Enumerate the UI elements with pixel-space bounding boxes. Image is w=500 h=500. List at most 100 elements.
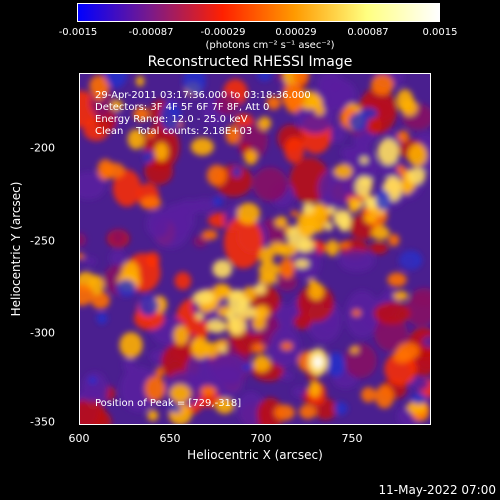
texture-blob [333,164,353,179]
texture-blob [363,214,377,223]
texture-blob [143,150,154,163]
plot-title: Reconstructed RHESSI Image [147,54,353,70]
texture-blob [123,357,136,373]
texture-blob [399,250,423,270]
texture-blob [116,279,137,297]
texture-blob [218,345,228,353]
texture-blob [297,284,334,322]
texture-blob [253,283,267,295]
texture-blob [407,167,426,185]
texture-blob [410,393,427,405]
x-axis-label: Heliocentric X (arcsec) [187,448,323,462]
texture-blob [375,189,391,211]
texture-blob [411,287,431,307]
texture-blob [421,335,431,348]
colorbar-tick: 0.0015 [422,27,458,38]
texture-blob [393,290,409,301]
info-detectors: Detectors: 3F 4F 5F 6F 7F 8F, Att 0 [95,102,270,113]
heatmap-svg [79,73,431,425]
texture-blob [144,157,173,185]
texture-blob [154,142,169,161]
texture-blob [146,251,160,268]
texture-blob [225,124,241,145]
texture-blob [299,404,317,420]
texture-blob [111,99,123,111]
texture-blob [348,197,360,213]
texture-blob [407,143,428,167]
y-axis-label: Heliocentric Y (arcsec) [9,181,23,317]
texture-blob [292,386,306,398]
texture-blob [225,310,237,322]
texture-blob [256,397,284,425]
texture-blob [150,209,190,249]
texture-blob [233,113,254,127]
texture-blob [155,367,164,378]
texture-blob [104,73,128,88]
colorbar-tick: -0.0015 [58,27,98,38]
texture-blob [371,225,390,241]
texture-blob [377,138,400,165]
texture-blob [284,136,305,164]
texture-blob [257,73,273,82]
texture-blob [266,95,281,110]
texture-blob [387,272,407,287]
texture-blob [312,355,323,369]
texture-blob [101,162,126,179]
texture-blob [338,241,351,249]
texture-blob [206,164,227,187]
texture-blob [302,238,315,252]
texture-blob [252,316,266,331]
texture-blob [239,143,252,151]
texture-blob [406,400,427,415]
y-tick-label: -200 [30,141,55,155]
texture-blob [84,256,97,266]
x-tick-label: 650 [159,432,181,445]
texture-blob [308,282,324,301]
texture-blob [254,305,270,320]
texture-blob [119,332,143,359]
texture-blob [359,177,373,186]
texture-blob [292,73,310,85]
texture-blob [232,166,242,178]
texture-blob [96,312,108,325]
texture-blob [326,352,346,378]
texture-blob [326,239,339,257]
texture-blob [190,137,214,156]
texture-blob [409,377,429,391]
texture-blob [191,336,210,360]
texture-blob [192,290,215,305]
texture-blob [215,397,235,414]
texture-blob [276,274,298,292]
x-tick-label: 600 [68,432,90,445]
texture-blob [169,384,191,403]
texture-blob [120,366,159,412]
texture-blob [147,409,159,422]
texture-blob [133,106,150,122]
texture-blob [392,349,411,364]
colorbar-tick: -0.00029 [200,27,246,38]
texture-blob [209,353,248,384]
texture-blob [314,104,325,116]
texture-blob [337,214,351,232]
texture-blob [111,230,125,245]
texture-blob [223,216,263,269]
texture-blob [229,316,246,336]
texture-blob [252,167,288,202]
texture-blob [242,363,254,371]
texture-blob [212,259,233,279]
texture-blob [168,404,182,413]
texture-blob [244,149,258,165]
info-time-range: 29-Apr-2011 03:17:36.000 to 03:18:36.000 [95,90,311,101]
texture-blob [159,102,182,132]
texture-blob [396,89,414,112]
texture-blob [360,156,369,164]
texture-blob [274,216,288,228]
texture-blob [79,283,94,306]
texture-blob [236,202,261,225]
colorbar-tick: 0.00029 [275,27,317,38]
texture-blob [330,124,346,143]
colorbar-tick: -0.00087 [128,27,174,38]
texture-blob [215,339,228,348]
texture-blob [81,389,101,402]
x-tick-label: 700 [250,432,272,445]
